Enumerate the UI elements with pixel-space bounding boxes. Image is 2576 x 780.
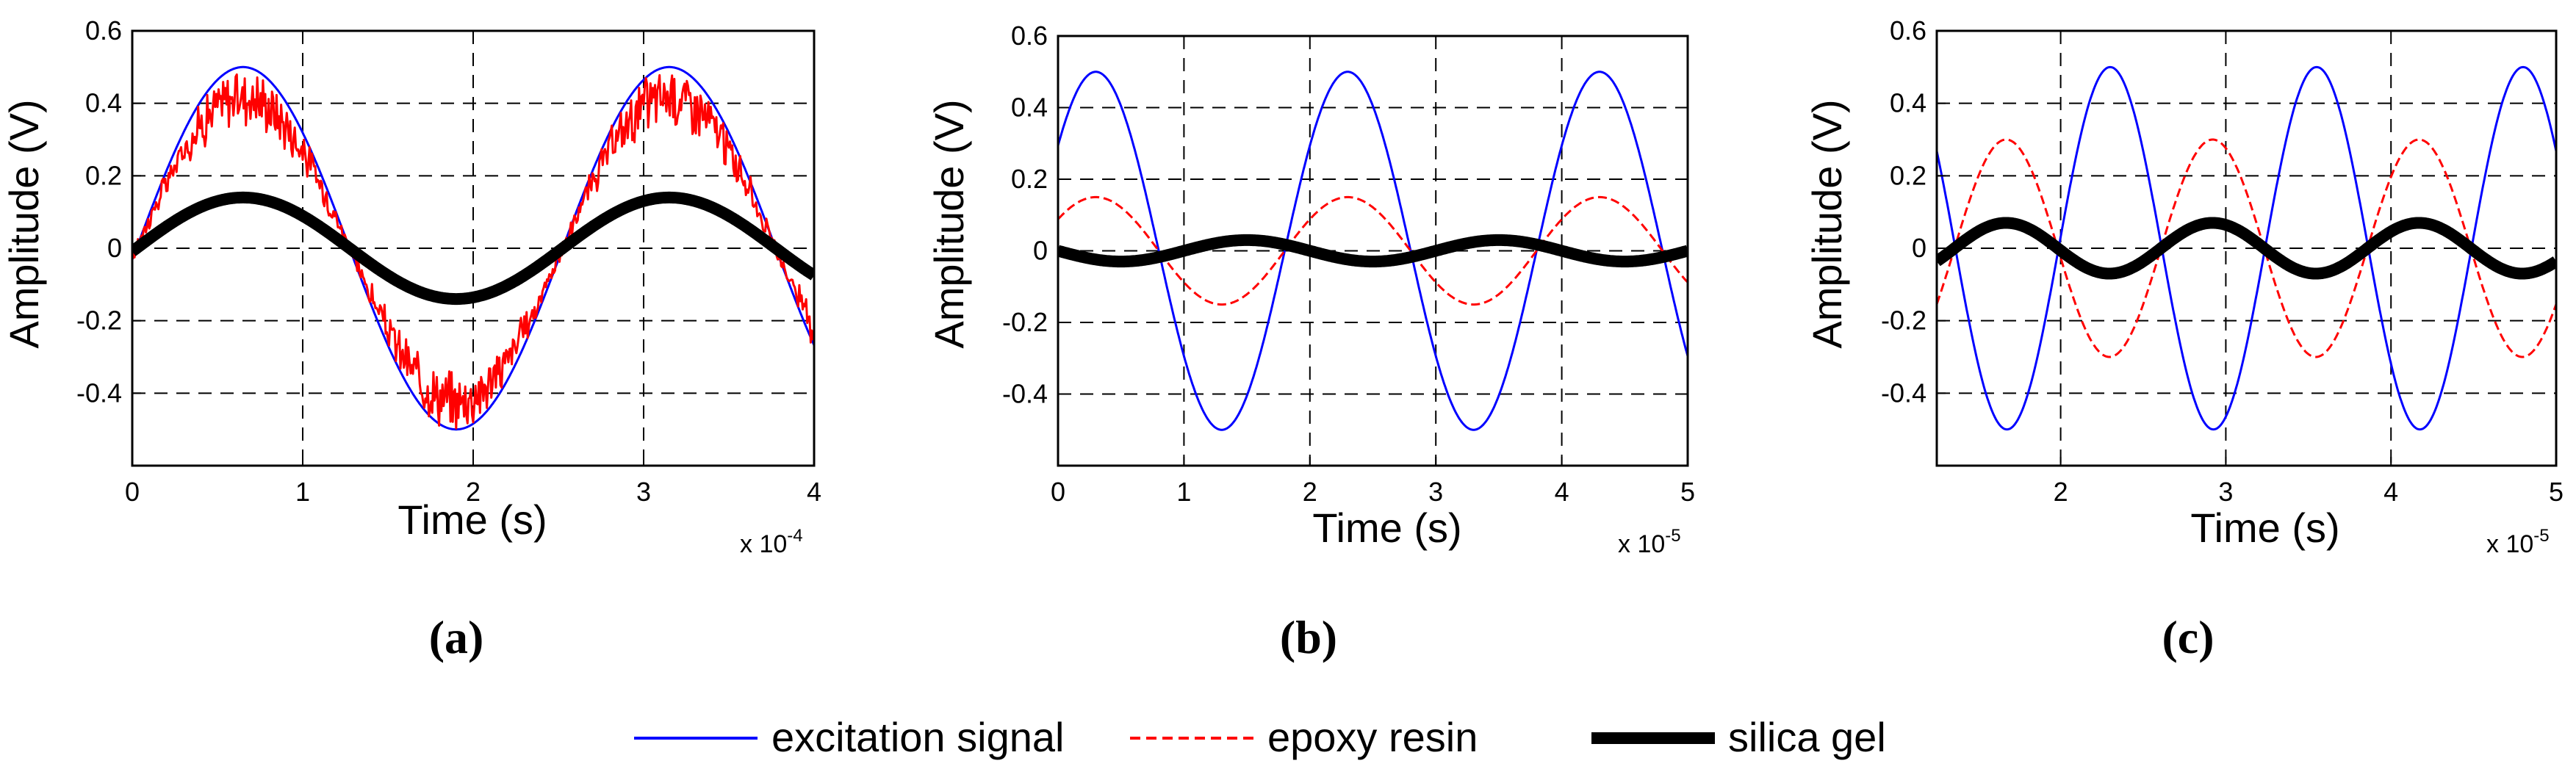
y-tick-label: -0.4 xyxy=(76,378,122,408)
legend-label-silica: silica gel xyxy=(1728,714,1886,760)
x-tick-label: 5 xyxy=(2549,477,2564,507)
chart-panel-b: Amplitude (V) Time (s) x 10-5 (b) 0 1 2 3 4 5… xyxy=(926,21,1695,663)
x-tick-label: 0 xyxy=(125,477,140,507)
series-line-excitation-signal xyxy=(1937,65,2556,431)
x-multiplier: x 10-4 xyxy=(740,526,803,558)
x-tick-label: 3 xyxy=(2218,477,2233,507)
series-line-epoxy-resin xyxy=(132,73,814,430)
x-tick-label: 3 xyxy=(636,477,651,507)
chart-panel-a: Amplitude (V) Time (s) x 10-4 (a) 0 1 2 3 4 0… xyxy=(1,15,821,663)
y-axis-label: Amplitude (V) xyxy=(1,99,47,348)
y-tick-label: 0.2 xyxy=(1011,164,1048,194)
y-tick-label: 0.6 xyxy=(1890,15,1926,46)
panel-label-c: (c) xyxy=(2162,611,2214,663)
y-tick-label: 0.2 xyxy=(85,160,122,190)
x-tick-label: 4 xyxy=(1555,477,1569,507)
x-tick-label: 4 xyxy=(2383,477,2398,507)
x-tick-label: 0 xyxy=(1051,477,1065,507)
series-line-silica-gel xyxy=(132,191,814,306)
x-tick-label: 2 xyxy=(1303,477,1317,507)
y-tick-label: 0 xyxy=(1033,236,1048,266)
chart-panel-c: Amplitude (V) Time (s) x 10-5 (c) 2 3 4 5 0.… xyxy=(1804,15,2564,663)
x-tick-label: 1 xyxy=(295,477,310,507)
y-tick-label: 0.4 xyxy=(1890,88,1926,118)
panel-label-a: (a) xyxy=(429,611,484,663)
y-tick-label: 0.6 xyxy=(85,15,122,46)
x-tick-label: 2 xyxy=(2054,477,2068,507)
x-tick-label: 5 xyxy=(1680,477,1695,507)
legend-label-excitation: excitation signal xyxy=(771,714,1064,760)
x-tick-label: 1 xyxy=(1176,477,1191,507)
y-axis-label: Amplitude (V) xyxy=(1804,99,1850,348)
y-tick-label: -0.2 xyxy=(1002,307,1048,337)
x-tick-label: 2 xyxy=(466,477,481,507)
series-line-epoxy-resin xyxy=(1937,138,2556,358)
x-multiplier: x 10-5 xyxy=(2486,526,2550,558)
y-tick-label: 0.2 xyxy=(1890,160,1926,190)
x-axis-label: Time (s) xyxy=(1312,505,1461,551)
x-tick-label: 3 xyxy=(1428,477,1443,507)
x-multiplier: x 10-5 xyxy=(1618,526,1681,558)
y-tick-label: -0.4 xyxy=(1881,378,1926,408)
x-tick-label: 4 xyxy=(807,477,821,507)
x-axis-label: Time (s) xyxy=(397,496,547,543)
y-tick-label: 0.6 xyxy=(1011,21,1048,51)
panel-label-b: (b) xyxy=(1280,611,1337,663)
legend: excitation signal epoxy resin silica gel xyxy=(634,714,1886,760)
series-line-silica-gel xyxy=(1058,234,1688,268)
legend-label-epoxy: epoxy resin xyxy=(1267,714,1478,760)
series-line-excitation-signal xyxy=(132,65,814,431)
series-line-excitation-signal xyxy=(1058,71,1688,431)
y-tick-label: 0 xyxy=(1912,233,1926,263)
y-tick-label: -0.2 xyxy=(76,306,122,336)
series-line-silica-gel xyxy=(1937,217,2556,280)
x-axis-label: Time (s) xyxy=(2190,505,2339,551)
y-tick-label: 0.4 xyxy=(85,88,122,118)
y-tick-label: 0 xyxy=(107,233,122,263)
y-tick-label: -0.2 xyxy=(1881,306,1926,336)
y-tick-label: 0.4 xyxy=(1011,93,1048,123)
y-tick-label: -0.4 xyxy=(1002,379,1048,409)
y-axis-label: Amplitude (V) xyxy=(926,99,972,348)
